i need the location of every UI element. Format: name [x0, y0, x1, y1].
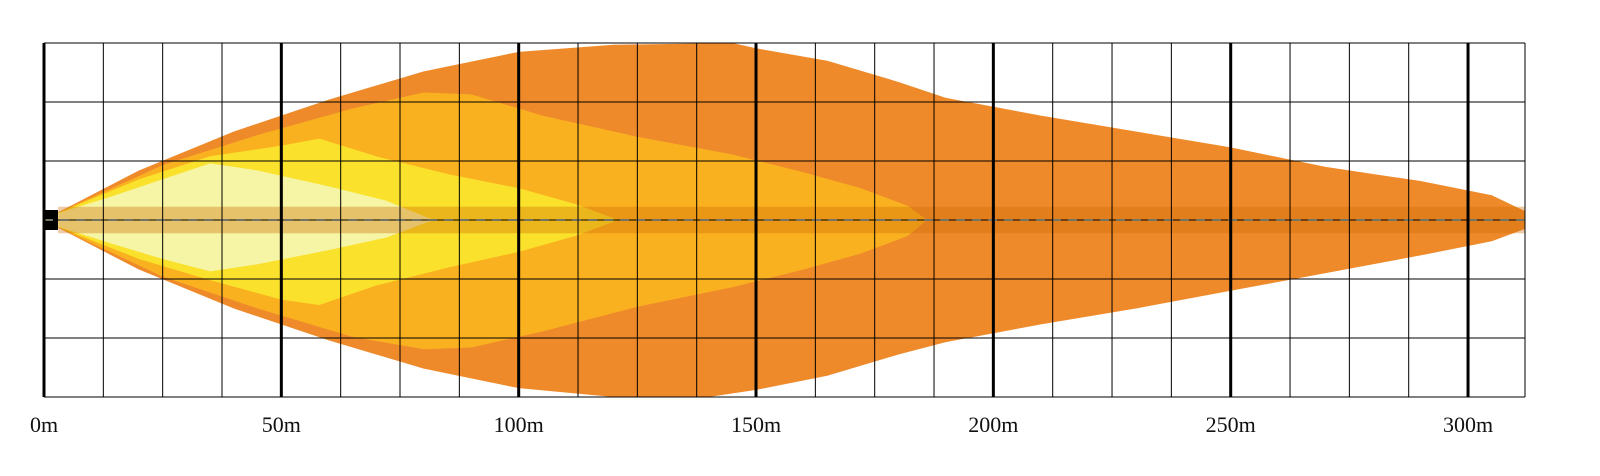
grid-lines: [42, 42, 1526, 398]
x-tick-label: 100m: [494, 412, 544, 437]
x-tick-label: 50m: [262, 412, 301, 437]
x-tick-label: 200m: [968, 412, 1018, 437]
x-tick-label: 300m: [1443, 412, 1493, 437]
beam-zone-4: [53, 163, 434, 272]
x-tick-label: 150m: [731, 412, 781, 437]
x-tick-label: 0m: [30, 412, 58, 437]
x-tick-label: 250m: [1206, 412, 1256, 437]
x-axis-tick-labels: 0m 50m 100m 150m 200m 250m 300m: [30, 412, 1493, 437]
